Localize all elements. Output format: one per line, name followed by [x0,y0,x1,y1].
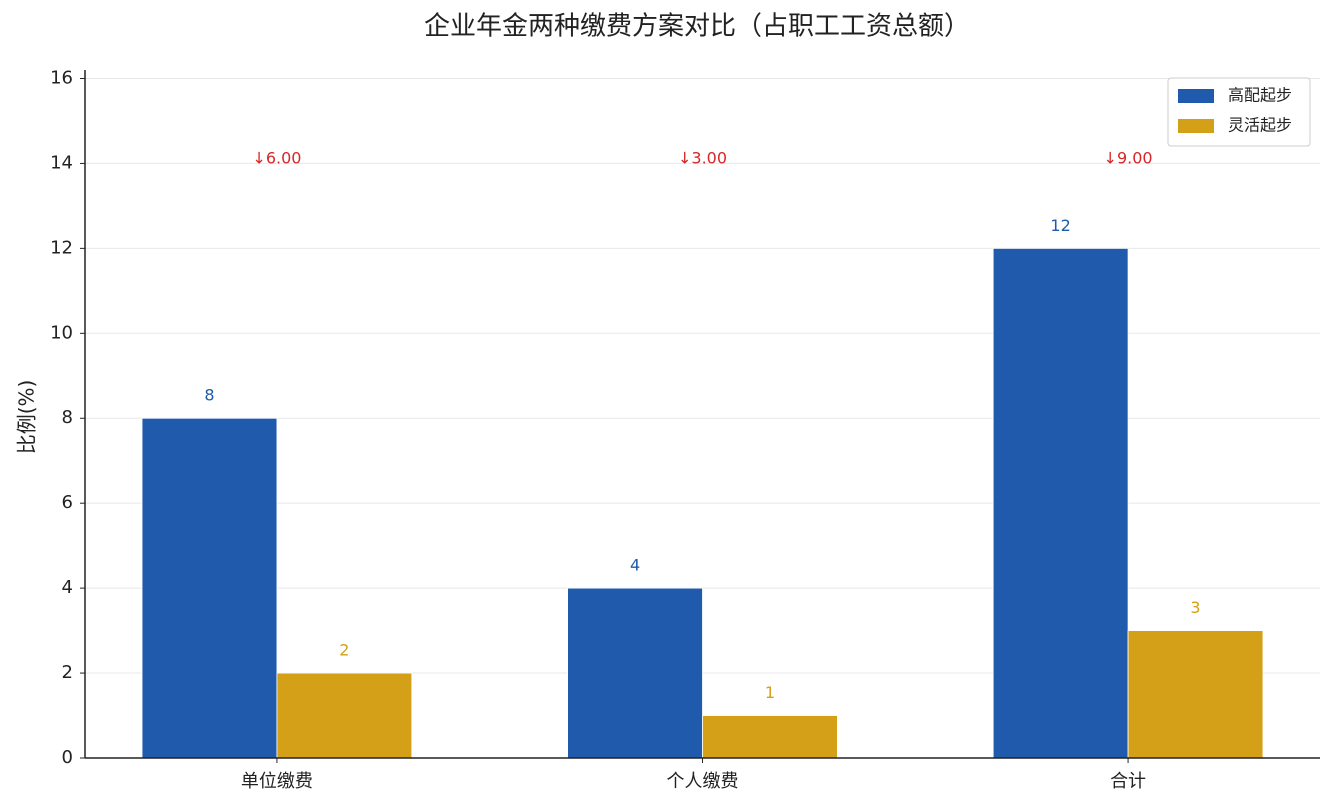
value-label: 1 [765,683,775,702]
bar [276,672,413,759]
annotation: ↓9.00 [1104,149,1153,168]
value-label: 8 [204,386,214,405]
y-tick-label: 8 [62,407,73,428]
chart-title: 企业年金两种缴费方案对比（占职工工资总额） [424,12,970,42]
y-tick-label: 2 [62,662,73,683]
x-tick-label: 合计 [1110,771,1146,792]
value-label: 12 [1050,216,1070,235]
y-tick-label: 10 [50,322,73,343]
value-label: 3 [1190,598,1200,617]
value-label: 4 [630,556,640,575]
legend-swatch [1178,119,1214,133]
x-tick-label: 单位缴费 [241,771,313,792]
legend-label: 灵活起步 [1228,116,1292,135]
legend-swatch [1178,89,1214,103]
y-tick-label: 0 [62,747,73,768]
y-tick-label: 12 [50,237,73,258]
y-tick-label: 16 [50,67,73,88]
annotation: ↓3.00 [678,149,727,168]
y-tick-label: 14 [50,152,73,173]
bar [567,587,703,759]
y-axis-label: 比例(%) [15,380,39,455]
y-tick-label: 6 [62,492,73,513]
bar [141,417,278,759]
bar [992,247,1129,759]
bar [1127,630,1264,759]
bar [702,715,838,759]
annotation: ↓6.00 [252,149,301,168]
x-tick-label: 个人缴费 [667,771,739,792]
value-label: 2 [339,641,349,660]
y-tick-label: 4 [62,577,73,598]
legend-label: 高配起步 [1228,86,1292,105]
